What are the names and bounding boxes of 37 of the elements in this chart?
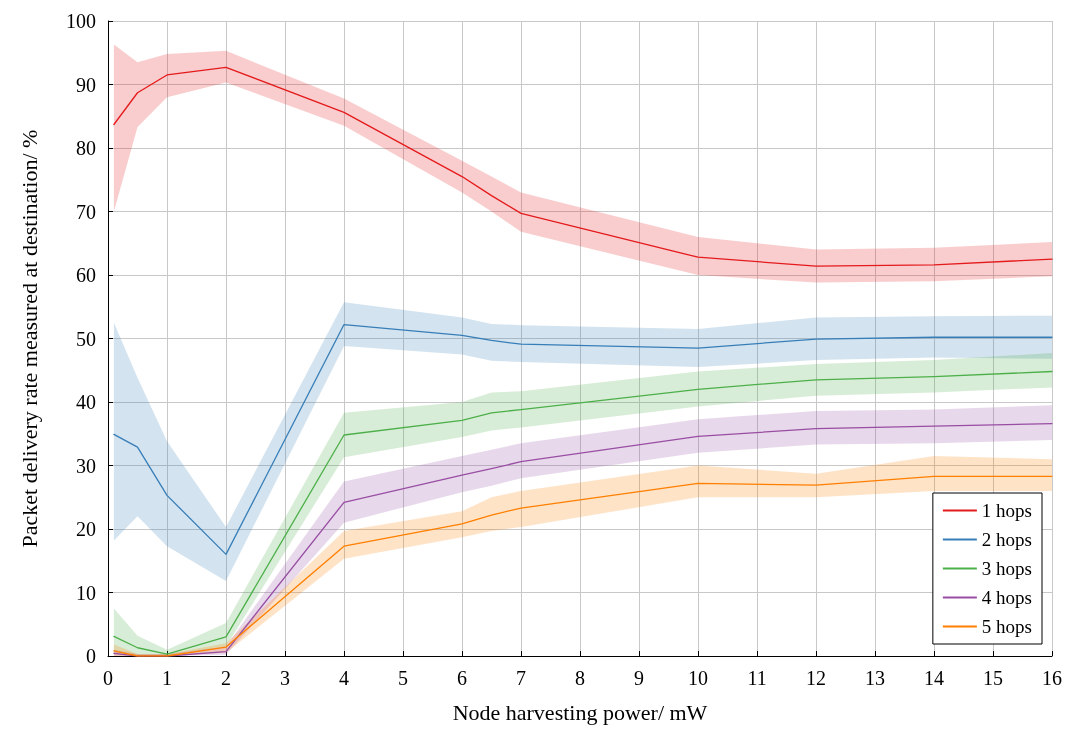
x-tick-label: 1 [162,667,172,689]
x-tick-label: 14 [924,667,944,689]
legend-label: 5 hops [981,616,1033,637]
legend-label: 1 hops [981,500,1033,521]
y-axis-title: Packet delivery rate measured at destination/ % [16,129,42,548]
y-tick-label: 10 [76,581,96,604]
x-tick-label: 10 [688,667,708,689]
legend-label: 4 hops [981,587,1033,608]
legend-label: 3 hops [981,558,1033,579]
x-tick-label: 5 [398,667,408,689]
x-tick-label: 7 [516,667,526,689]
x-tick-label: 0 [103,667,113,689]
y-tick-label: 40 [76,391,96,413]
x-tick-label: 9 [634,667,644,689]
x-tick-label: 4 [339,667,349,689]
y-tick-label: 90 [76,73,96,96]
line-series [113,66,1053,267]
x-tick-label: 12 [806,667,826,689]
x-axis-title: Node harvesting power/ mW [452,699,708,725]
x-tick-label: 3 [280,667,290,689]
y-tick-label: 60 [76,264,96,286]
y-tick-label: 20 [76,518,96,540]
x-tick-label: 13 [865,667,885,689]
x-tick-label: 6 [457,667,467,689]
y-tick-label: 0 [86,645,96,667]
y-tick-label: 70 [76,200,96,223]
y-tick-label: 100 [66,10,96,32]
y-tick-label: 50 [76,327,96,350]
line-series [113,323,1053,556]
x-tick-label: 8 [575,667,585,689]
x-tick-label: 2 [221,667,231,689]
y-tick-label: 80 [76,137,96,159]
y-tick-label: 30 [76,454,96,477]
x-tick-label: 11 [747,667,767,689]
x-tick-label: 15 [983,667,1003,689]
x-tick-label: 16 [1042,667,1062,689]
legend-label: 2 hops [981,529,1033,550]
